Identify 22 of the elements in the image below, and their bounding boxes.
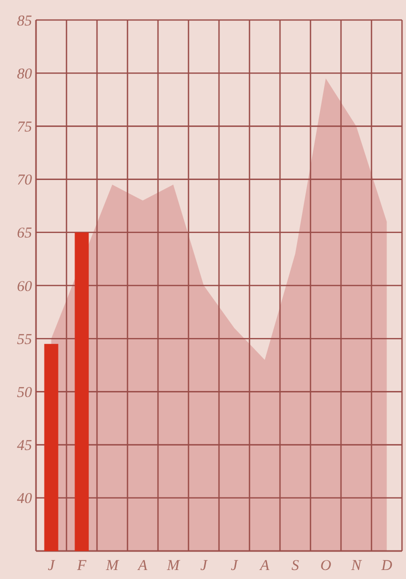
x-tick-label: J [200, 558, 208, 574]
x-tick-label: A [259, 558, 270, 574]
x-tick-label: J [48, 558, 56, 574]
y-tick-label: 65 [17, 226, 32, 242]
y-tick-label: 50 [17, 384, 32, 401]
y-tick-label: 80 [17, 66, 32, 82]
x-tick-label: J [230, 558, 239, 574]
y-tick-label: 75 [17, 119, 32, 136]
x-tick-label: F [76, 558, 88, 574]
y-tick-label: 40 [17, 491, 32, 508]
y-tick-label: 70 [17, 172, 32, 189]
x-tick-label: S [292, 558, 300, 574]
y-tick-label: 45 [17, 438, 32, 454]
x-tick-label: M [166, 558, 181, 574]
x-tick-label: D [380, 558, 392, 574]
y-tick-label: 85 [17, 13, 32, 30]
y-tick-label: 60 [17, 278, 32, 295]
x-tick-label: N [350, 558, 362, 574]
x-tick-label: A [137, 558, 148, 574]
x-tick-label: O [320, 558, 332, 574]
x-tick-label: M [105, 558, 120, 574]
y-tick-label: 55 [17, 332, 32, 348]
